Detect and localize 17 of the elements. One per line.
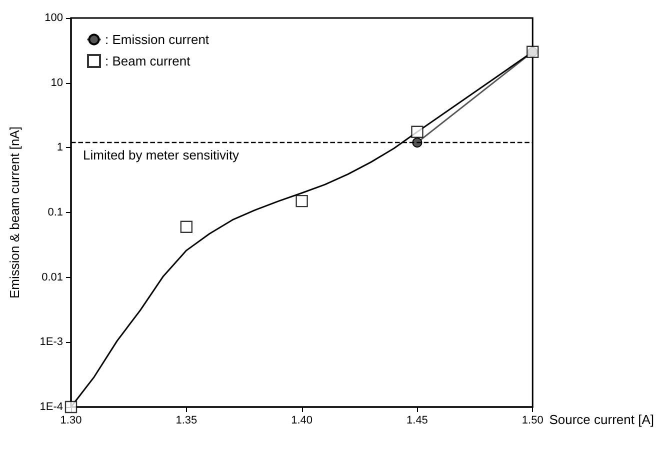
y-tick-label: 0.01 xyxy=(42,271,63,284)
x-tick-label: 1.35 xyxy=(176,414,198,426)
y-tick-label: 1E-3 xyxy=(40,336,63,348)
y-tick-label: 10 xyxy=(50,76,63,89)
ref-line-label: Limited by meter sensitivity xyxy=(83,148,240,163)
x-tick-label: 1.30 xyxy=(60,414,82,426)
y-tick-label: 100 xyxy=(44,12,63,24)
y-tick-label: 1 xyxy=(56,142,63,154)
y-tick-label: 1E-4 xyxy=(40,401,63,413)
y-tick-label: 0.1 xyxy=(48,206,63,218)
legend-label: : Emission current xyxy=(105,32,210,47)
x-tick-label: 1.45 xyxy=(406,414,428,426)
x-tick-label: 1.50 xyxy=(522,414,544,426)
x-axis-title: Source current [A] xyxy=(549,412,654,427)
x-tick-label: 1.40 xyxy=(291,414,313,426)
y-axis-title: Emission & beam current [nA] xyxy=(7,126,22,298)
legend-label: : Beam current xyxy=(105,54,191,68)
